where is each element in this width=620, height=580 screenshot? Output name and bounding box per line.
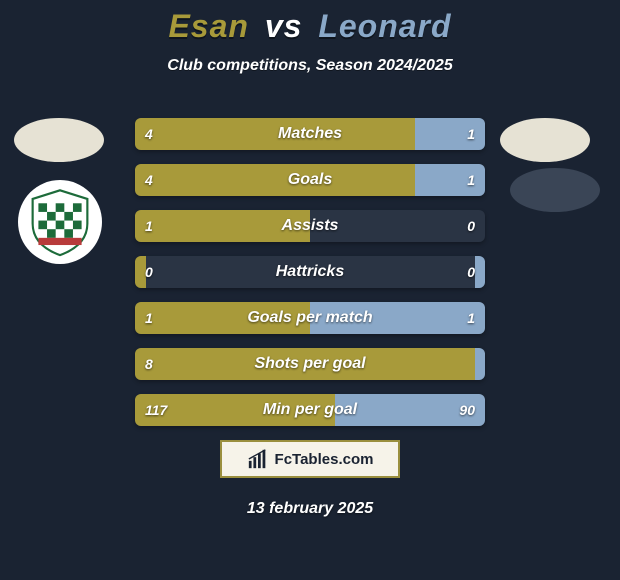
stat-value-right: 0 [457,256,485,288]
stat-value-right: 1 [457,164,485,196]
stat-label: Hattricks [135,256,485,288]
stat-row: Goals4 1 [135,164,485,196]
stat-value-right [465,348,485,380]
club-badge-right-2 [510,168,600,212]
subtitle: Club competitions, Season 2024/2025 [0,57,620,75]
stats-bars: Matches41Goals41Assists10Hattricks00Goal… [135,118,485,440]
comparison-title: Esan vs Leonard [0,0,620,45]
stat-label: Shots per goal [135,348,485,380]
stat-row: Shots per goal8 [135,348,485,380]
club-badge-left-2 [18,180,102,264]
stat-value-left: 4 [135,118,163,150]
vs-text: vs [265,8,303,44]
chart-icon [247,448,269,470]
player2-name: Leonard [318,8,451,44]
stat-value-right: 1 [457,118,485,150]
stat-row: Hattricks0 0 [135,256,485,288]
stat-value-left: 1 [135,302,163,334]
player1-name: Esan [168,8,248,44]
stat-row: Assists1 0 [135,210,485,242]
stat-value-left: 117 [135,394,177,426]
site-name: FcTables.com [275,451,374,468]
stat-value-right: 90 [449,394,485,426]
stat-label: Goals per match [135,302,485,334]
club-badge-left-1 [14,118,104,162]
stat-label: Goals [135,164,485,196]
stat-row: Min per goal117 90 [135,394,485,426]
stat-row: Goals per match1 1 [135,302,485,334]
stat-value-left: 4 [135,164,163,196]
stat-label: Assists [135,210,485,242]
date-text: 13 february 2025 [0,500,620,518]
stat-value-right: 1 [457,302,485,334]
stat-row: Matches4 1 [135,118,485,150]
site-badge: FcTables.com [220,440,400,478]
stat-value-left: 1 [135,210,163,242]
club-badge-right-1 [500,118,590,162]
stat-value-left: 8 [135,348,163,380]
stat-value-right: 0 [457,210,485,242]
stat-label: Min per goal [135,394,485,426]
stat-label: Matches [135,118,485,150]
stat-value-left: 0 [135,256,163,288]
shield-icon [24,186,96,258]
